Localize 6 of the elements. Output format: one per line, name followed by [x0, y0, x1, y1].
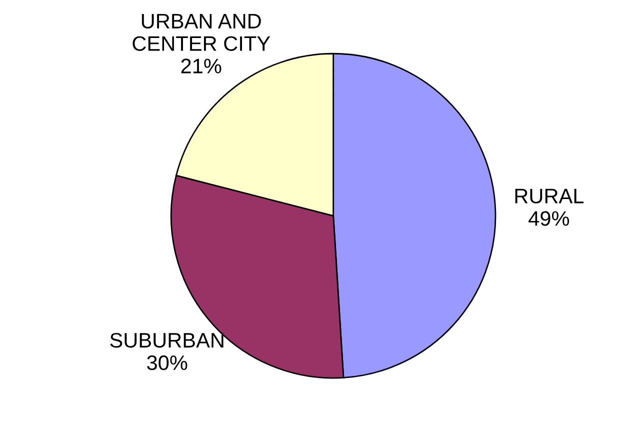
- data-label: 30%: [147, 355, 188, 370]
- slice-label: URBAN AND CENTER CITY: [132, 14, 270, 51]
- data-label: 49%: [528, 211, 570, 226]
- slice-label: SUBURBAN: [110, 332, 224, 348]
- data-label: 21%: [181, 58, 222, 74]
- slice-label: RURAL: [515, 188, 584, 204]
